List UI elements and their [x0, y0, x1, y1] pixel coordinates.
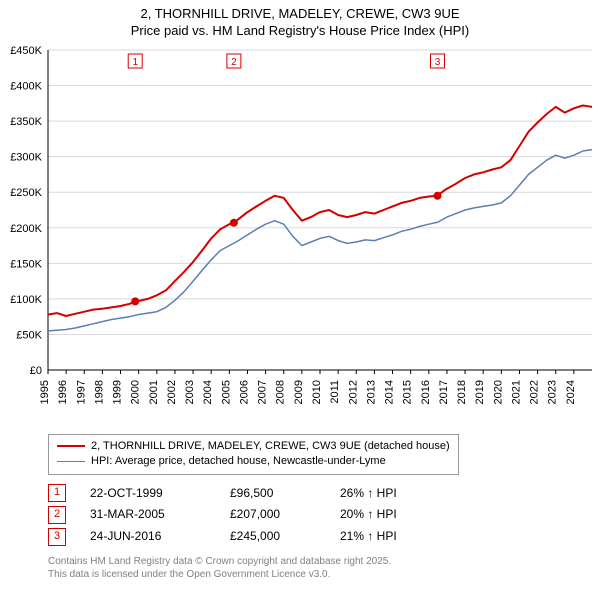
x-tick-label: 2020	[492, 380, 504, 404]
y-tick-label: £0	[30, 365, 42, 377]
y-tick-label: £200K	[10, 223, 42, 235]
marker-row: 3 24-JUN-2016£245,00021% ↑ HPI	[48, 526, 590, 548]
x-tick-label: 2005	[220, 380, 232, 404]
y-tick-label: £350K	[10, 116, 42, 128]
x-tick-label: 2000	[130, 380, 142, 404]
x-tick-label: 2004	[202, 380, 214, 404]
marker-date: 31-MAR-2005	[90, 504, 230, 526]
marker-badge: 3	[48, 528, 66, 546]
chart-title-block: 2, THORNHILL DRIVE, MADELEY, CREWE, CW3 …	[0, 0, 600, 40]
x-tick-label: 2016	[420, 380, 432, 404]
x-tick-label: 2013	[365, 380, 377, 404]
marker-date: 22-OCT-1999	[90, 483, 230, 505]
x-tick-label: 2010	[311, 380, 323, 404]
x-tick-label: 2011	[329, 380, 341, 404]
x-tick-label: 2024	[565, 380, 577, 404]
x-tick-label: 1996	[57, 380, 69, 404]
x-tick-label: 2008	[275, 380, 287, 404]
y-tick-label: £300K	[10, 151, 42, 163]
marker-row: 2 31-MAR-2005£207,00020% ↑ HPI	[48, 504, 590, 526]
x-tick-label: 2023	[547, 380, 559, 404]
x-tick-label: 2006	[238, 380, 250, 404]
x-tick-label: 2018	[456, 380, 468, 404]
x-tick-label: 2021	[510, 380, 522, 404]
x-tick-label: 1997	[75, 380, 87, 404]
y-tick-label: £100K	[10, 294, 42, 306]
sale-badge-number: 3	[435, 57, 441, 68]
y-tick-label: £400K	[10, 80, 42, 92]
series-property	[48, 105, 592, 316]
x-tick-label: 1999	[112, 380, 124, 404]
x-tick-label: 2007	[257, 380, 269, 404]
x-tick-label: 2017	[438, 380, 450, 404]
y-tick-label: £450K	[10, 45, 42, 57]
chart-container: { "title": { "line1": "2, THORNHILL DRIV…	[0, 0, 600, 581]
marker-row: 1 22-OCT-1999£96,50026% ↑ HPI	[48, 483, 590, 505]
marker-date: 24-JUN-2016	[90, 526, 230, 548]
sale-badge-number: 1	[132, 57, 138, 68]
marker-pct: 20% ↑ HPI	[340, 504, 397, 526]
x-tick-label: 2012	[347, 380, 359, 404]
x-tick-label: 2009	[293, 380, 305, 404]
footer-attribution: Contains HM Land Registry data © Crown c…	[48, 555, 590, 581]
x-tick-label: 1998	[93, 380, 105, 404]
marker-price: £96,500	[230, 483, 340, 505]
sale-badge-number: 2	[231, 57, 237, 68]
sale-dot	[230, 219, 238, 227]
legend-label: HPI: Average price, detached house, Newc…	[91, 454, 386, 469]
title-line-1: 2, THORNHILL DRIVE, MADELEY, CREWE, CW3 …	[0, 6, 600, 23]
y-tick-label: £50K	[16, 329, 42, 341]
legend-row: 2, THORNHILL DRIVE, MADELEY, CREWE, CW3 …	[57, 439, 450, 454]
marker-price: £207,000	[230, 504, 340, 526]
marker-badge: 1	[48, 484, 66, 502]
sale-dot	[434, 192, 442, 200]
sale-marker-table: 1 22-OCT-1999£96,50026% ↑ HPI 2 31-MAR-2005…	[48, 483, 590, 548]
marker-price: £245,000	[230, 526, 340, 548]
x-tick-label: 2015	[402, 380, 414, 404]
legend: 2, THORNHILL DRIVE, MADELEY, CREWE, CW3 …	[48, 434, 459, 475]
marker-pct: 26% ↑ HPI	[340, 483, 397, 505]
x-tick-label: 2001	[148, 380, 160, 404]
chart-plot: £0 £50K £100K £150K £200K £250K £300K £350K £400…	[0, 40, 600, 430]
sale-dot	[131, 297, 139, 305]
y-tick-label: £150K	[10, 258, 42, 270]
x-tick-label: 2002	[166, 380, 178, 404]
x-tick-label: 2022	[529, 380, 541, 404]
x-tick-label: 2019	[474, 380, 486, 404]
x-tick-label: 1995	[39, 380, 51, 404]
legend-label: 2, THORNHILL DRIVE, MADELEY, CREWE, CW3 …	[91, 439, 450, 454]
marker-pct: 21% ↑ HPI	[340, 526, 397, 548]
chart-svg: £0 £50K £100K £150K £200K £250K £300K £350K £400…	[0, 40, 600, 430]
legend-row: HPI: Average price, detached house, Newc…	[57, 454, 450, 469]
y-tick-label: £250K	[10, 187, 42, 199]
x-tick-label: 2014	[384, 380, 396, 404]
title-line-2: Price paid vs. HM Land Registry's House …	[0, 23, 600, 40]
legend-swatch	[57, 445, 85, 447]
legend-swatch	[57, 461, 85, 462]
marker-badge: 2	[48, 506, 66, 524]
footer-line-2: This data is licensed under the Open Gov…	[48, 568, 590, 581]
x-tick-label: 2003	[184, 380, 196, 404]
footer-line-1: Contains HM Land Registry data © Crown c…	[48, 555, 590, 568]
